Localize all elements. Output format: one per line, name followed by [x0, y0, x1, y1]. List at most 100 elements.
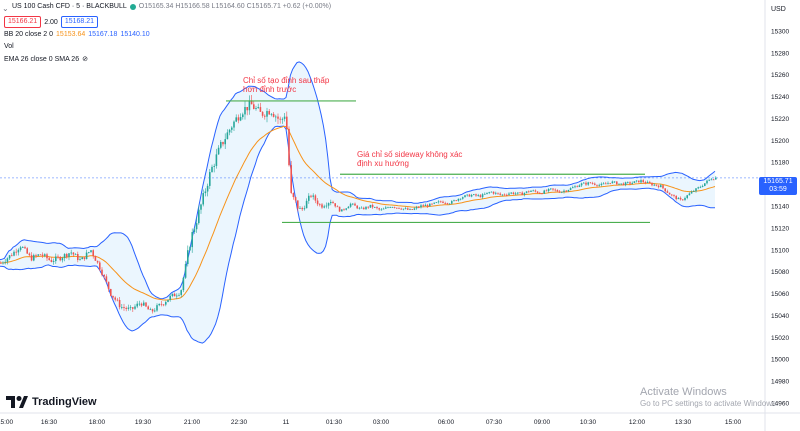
candle-body[interactable]	[112, 295, 114, 298]
candle-body[interactable]	[107, 281, 110, 290]
candle-body[interactable]	[400, 208, 402, 210]
candle-body[interactable]	[266, 111, 268, 117]
candle-body[interactable]	[620, 183, 622, 185]
candle-body[interactable]	[378, 208, 380, 210]
candle-body[interactable]	[572, 187, 574, 189]
candle-body[interactable]	[519, 192, 521, 194]
candle-body[interactable]	[121, 307, 123, 308]
candle-body[interactable]	[521, 192, 523, 195]
candle-body[interactable]	[609, 182, 611, 184]
candle-body[interactable]	[675, 195, 677, 200]
candle-body[interactable]	[367, 206, 369, 208]
candle-body[interactable]	[204, 191, 207, 194]
candle-body[interactable]	[677, 197, 680, 200]
candle-body[interactable]	[365, 206, 367, 210]
candle-body[interactable]	[704, 183, 706, 186]
candle-body[interactable]	[277, 116, 279, 119]
candle-body[interactable]	[541, 193, 543, 195]
candle-body[interactable]	[66, 254, 68, 257]
candle-body[interactable]	[156, 305, 158, 311]
candle-body[interactable]	[332, 201, 334, 204]
candle-body[interactable]	[37, 254, 39, 256]
candle-body[interactable]	[220, 141, 222, 148]
candle-body[interactable]	[147, 306, 149, 310]
candle-body[interactable]	[171, 293, 174, 296]
candle-body[interactable]	[525, 191, 528, 193]
candle-body[interactable]	[46, 254, 48, 259]
candle-body[interactable]	[96, 260, 99, 263]
candle-body[interactable]	[11, 255, 13, 257]
candle-body[interactable]	[248, 100, 251, 111]
candle-body[interactable]	[105, 276, 108, 282]
candle-body[interactable]	[580, 183, 583, 186]
candle-body[interactable]	[424, 204, 427, 207]
annotation-sideway[interactable]: Giá chỉ số sideway không xác định xu hướ…	[357, 150, 462, 168]
candle-body[interactable]	[226, 132, 229, 140]
candle-body[interactable]	[371, 204, 374, 208]
candle-body[interactable]	[638, 180, 640, 183]
candle-body[interactable]	[556, 190, 559, 192]
candle-body[interactable]	[470, 194, 473, 197]
candle-body[interactable]	[59, 257, 61, 261]
candle-body[interactable]	[561, 191, 563, 193]
candle-body[interactable]	[532, 190, 534, 192]
candle-body[interactable]	[319, 204, 321, 206]
candle-body[interactable]	[475, 194, 477, 196]
candle-body[interactable]	[129, 307, 132, 309]
candle-body[interactable]	[253, 104, 255, 110]
candle-body[interactable]	[279, 118, 281, 120]
candle-body[interactable]	[123, 307, 125, 308]
candle-body[interactable]	[646, 181, 649, 183]
candle-body[interactable]	[90, 250, 92, 252]
candle-body[interactable]	[627, 182, 629, 184]
candle-body[interactable]	[169, 295, 171, 300]
candle-body[interactable]	[633, 181, 636, 183]
candle-body[interactable]	[88, 251, 90, 253]
candle-body[interactable]	[26, 248, 28, 254]
candle-body[interactable]	[330, 201, 332, 204]
candle-body[interactable]	[422, 205, 424, 207]
candle-body[interactable]	[184, 264, 187, 278]
candle-body[interactable]	[499, 193, 501, 195]
candle-body[interactable]	[211, 166, 213, 173]
candle-body[interactable]	[138, 303, 141, 305]
candle-body[interactable]	[63, 254, 66, 259]
candle-body[interactable]	[418, 207, 420, 208]
candle-body[interactable]	[222, 141, 224, 145]
candle-body[interactable]	[550, 188, 552, 190]
vol-legend[interactable]: Vol	[4, 43, 14, 50]
candle-body[interactable]	[264, 115, 266, 117]
sell-button[interactable]: 15166.21	[4, 16, 42, 28]
candle-body[interactable]	[259, 107, 262, 112]
candle-body[interactable]	[301, 207, 303, 210]
annotation-lower-high[interactable]: Chỉ số tạo đỉnh sau thấp hơn đỉnh trước	[243, 76, 329, 94]
candle-body[interactable]	[708, 179, 710, 181]
candle-body[interactable]	[261, 111, 264, 116]
candle-body[interactable]	[310, 195, 312, 197]
candle-body[interactable]	[343, 209, 345, 211]
candle-body[interactable]	[345, 208, 347, 210]
candle-body[interactable]	[178, 294, 180, 296]
candle-body[interactable]	[462, 197, 464, 199]
candle-body[interactable]	[68, 253, 70, 257]
candle-body[interactable]	[195, 223, 198, 230]
candle-body[interactable]	[459, 198, 462, 200]
candle-body[interactable]	[446, 203, 449, 204]
candle-body[interactable]	[39, 254, 42, 256]
candle-body[interactable]	[19, 247, 22, 250]
candle-body[interactable]	[594, 183, 596, 185]
candle-body[interactable]	[712, 179, 715, 181]
candle-body[interactable]	[442, 201, 444, 203]
candle-body[interactable]	[281, 118, 284, 120]
candle-body[interactable]	[589, 182, 592, 184]
candle-body[interactable]	[693, 191, 695, 193]
candle-body[interactable]	[347, 206, 350, 209]
candle-body[interactable]	[33, 255, 35, 261]
candle-body[interactable]	[48, 258, 50, 260]
candle-body[interactable]	[198, 209, 200, 224]
candle-body[interactable]	[237, 117, 240, 121]
candle-body[interactable]	[380, 209, 383, 211]
candle-body[interactable]	[464, 195, 466, 198]
candle-body[interactable]	[217, 147, 220, 155]
candle-body[interactable]	[160, 303, 163, 305]
